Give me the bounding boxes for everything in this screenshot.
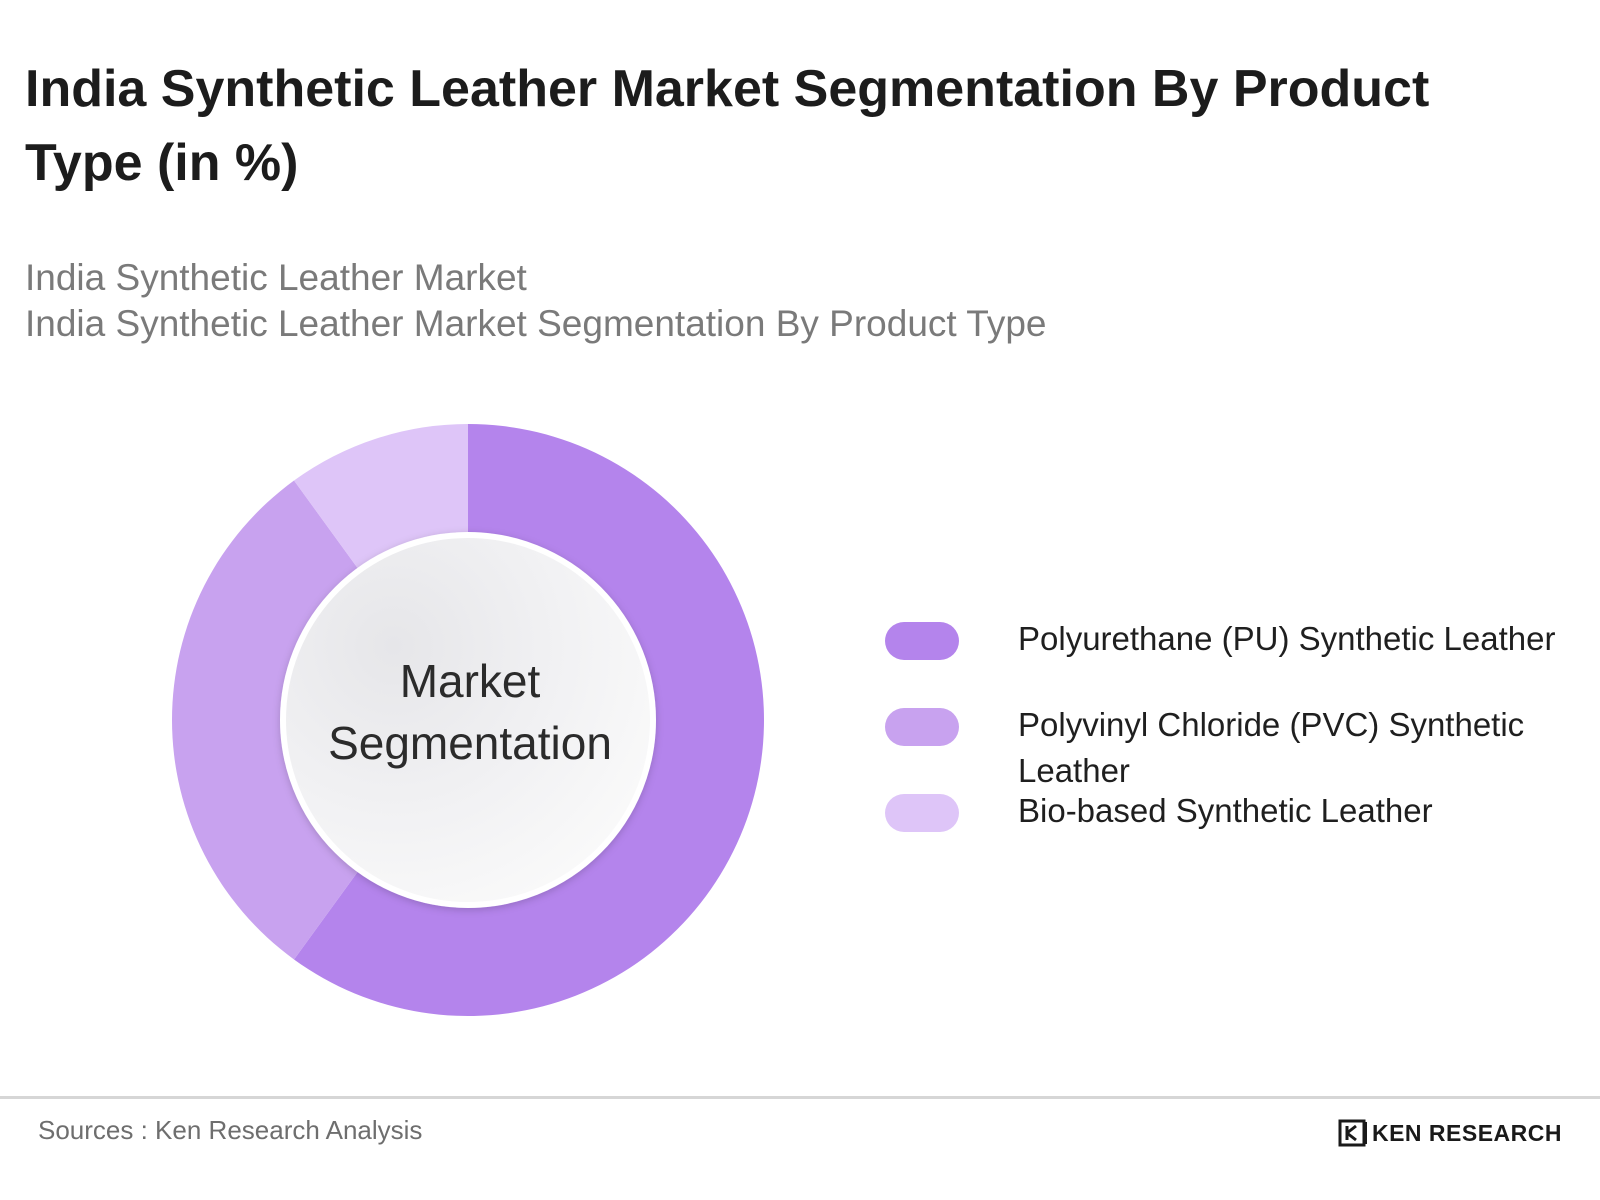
subtitle-line-2: India Synthetic Leather Market Segmentat… [25,303,1047,344]
legend-swatch-pu [885,622,959,660]
footer-divider [0,1096,1600,1099]
legend-label-bio: Bio-based Synthetic Leather [1018,788,1563,834]
ken-research-logo-icon [1338,1119,1367,1147]
legend-label-pu: Polyurethane (PU) Synthetic Leather [1018,616,1563,662]
donut-center-label: Market Segmentation [280,650,660,774]
legend-label-pvc: Polyvinyl Chloride (PVC) Synthetic Leath… [1018,702,1563,794]
legend-label-bio-line-1: Bio-based Synthetic Leather [1018,792,1433,829]
donut-slices [171,424,764,1017]
slice-pvc [171,480,360,960]
slice-pu [294,424,764,1017]
donut-center-disc [280,532,656,908]
slice-bio [294,424,468,571]
legend-label-pu-line-1: Polyurethane (PU) Synthetic Leather [1018,620,1556,657]
source-note: Sources : Ken Research Analysis [38,1115,423,1145]
legend-swatch-pvc [885,708,959,746]
brand-logo: KEN RESEARCH [1338,1118,1562,1148]
center-label-line-1: Market [399,655,541,707]
chart-subtitle: India Synthetic Leather Market India Syn… [25,255,1047,347]
subtitle-line-1: India Synthetic Leather Market [25,257,527,298]
brand-name: KEN RESEARCH [1371,1119,1562,1146]
center-label-line-2: Segmentation [328,717,612,769]
legend-label-pvc-line-2: Leather [1018,752,1130,789]
chart-title: India Synthetic Leather Market Segmentat… [25,60,1430,192]
legend-swatch-bio [885,794,959,832]
legend-label-pvc-line-1: Polyvinyl Chloride (PVC) Synthetic [1018,706,1525,743]
